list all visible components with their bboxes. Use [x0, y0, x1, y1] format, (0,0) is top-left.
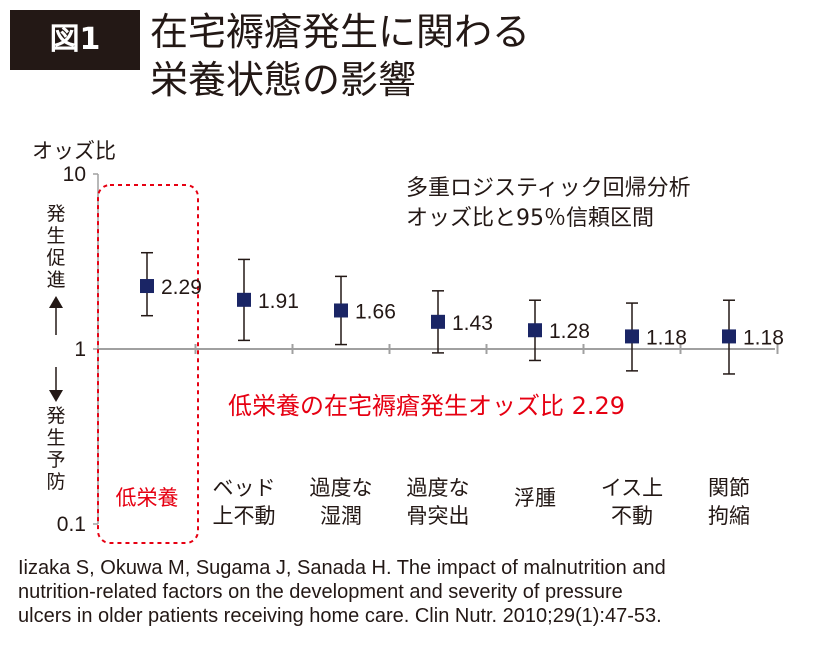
forest-plot: 1010.1オッズ比発生促進発生予防多重ロジスティック回帰分析オッズ比と95％信…	[32, 139, 784, 544]
citation: Iizaka S, Okuwa M, Sugama J, Sanada H. T…	[18, 556, 808, 628]
category-label: 拘縮	[708, 504, 750, 528]
or-marker	[140, 279, 154, 294]
citation-line: Iizaka S, Okuwa M, Sugama J, Sanada H. T…	[18, 557, 666, 579]
or-marker	[431, 314, 445, 329]
title-line-1: 在宅褥瘡発生に関わる	[150, 10, 531, 54]
or-value-label: 1.18	[743, 326, 784, 349]
svg-text:促: 促	[46, 247, 65, 269]
category-label: 浮腫	[514, 486, 556, 510]
or-value-label: 1.91	[258, 290, 299, 313]
or-value-label: 1.43	[452, 312, 493, 335]
y-tick-label: 1	[74, 338, 86, 361]
category-label: 上不動	[213, 504, 276, 528]
or-marker	[625, 329, 639, 344]
category-label: 骨突出	[407, 504, 470, 528]
category-label: 過度な	[310, 476, 373, 500]
figure-label: 図1	[10, 10, 140, 70]
citation-line: nutrition-related factors on the develop…	[18, 581, 623, 603]
svg-text:生: 生	[46, 427, 65, 449]
category-label: イス上	[601, 476, 663, 500]
svg-text:防: 防	[46, 471, 65, 493]
arrow-down-icon	[49, 390, 63, 402]
or-marker	[722, 329, 736, 344]
citation-line: ulcers in older patients receiving home …	[18, 605, 662, 627]
legend-note-line: オッズ比と95％信頼区間	[406, 206, 654, 231]
y-axis-label: オッズ比	[32, 139, 116, 163]
odds-annotation: 低栄養の在宅褥瘡発生オッズ比 2.29	[228, 392, 625, 420]
arrow-up-icon	[49, 296, 63, 308]
category-label: 不動	[611, 504, 653, 528]
svg-text:予: 予	[46, 449, 65, 471]
or-value-label: 2.29	[161, 276, 202, 299]
legend-note-line: 多重ロジスティック回帰分析	[406, 176, 691, 201]
y-tick-label: 0.1	[57, 513, 86, 536]
or-value-label: 1.66	[355, 300, 396, 323]
category-label: 関節	[708, 476, 750, 500]
or-marker	[334, 303, 348, 318]
svg-text:生: 生	[46, 225, 65, 247]
category-label: 低栄養	[116, 486, 179, 510]
y-tick-label: 10	[63, 163, 86, 186]
or-marker	[528, 323, 542, 338]
or-value-label: 1.28	[549, 320, 590, 343]
svg-text:進: 進	[46, 269, 65, 291]
category-label: 過度な	[407, 476, 470, 500]
svg-text:発: 発	[46, 405, 65, 427]
or-value-label: 1.18	[646, 326, 687, 349]
category-label: ベッド	[213, 476, 276, 500]
or-marker	[237, 292, 251, 307]
svg-text:発: 発	[46, 203, 65, 225]
category-label: 湿潤	[320, 504, 362, 528]
title-line-2: 栄養状態の影響	[150, 58, 417, 102]
